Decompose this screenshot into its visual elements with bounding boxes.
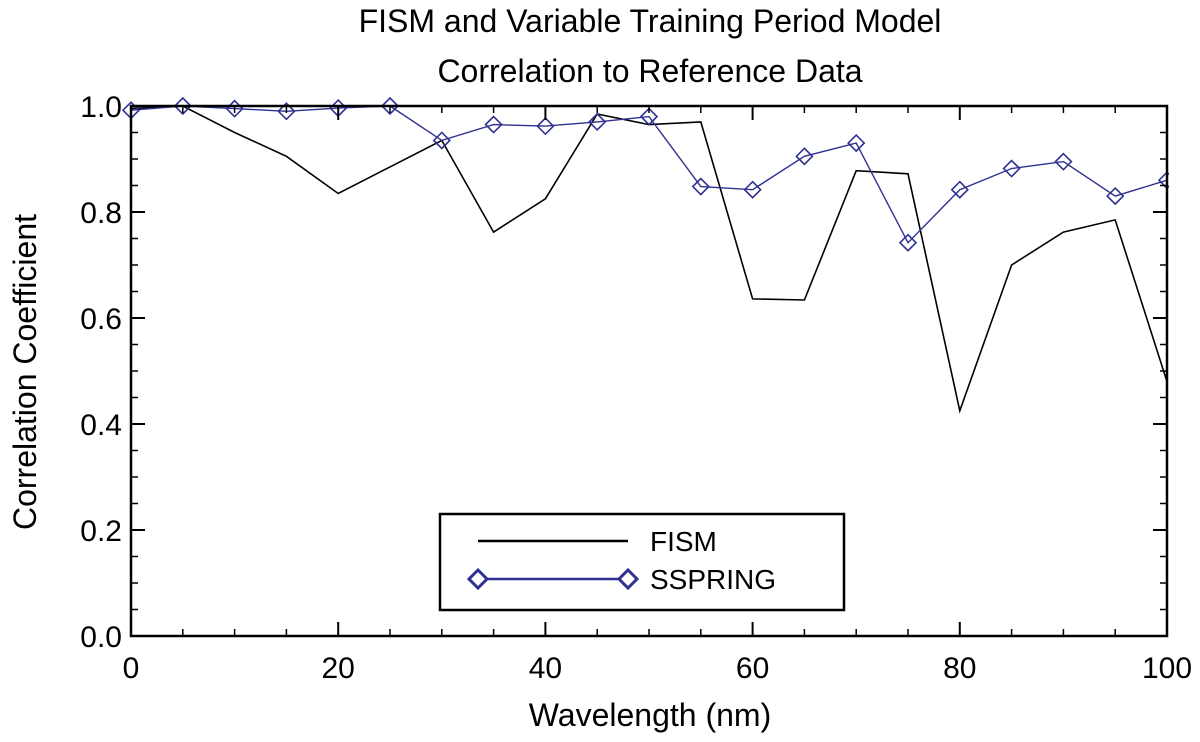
plot-area [121,96,1169,414]
data-point-sspring [173,96,192,116]
data-point-sspring [847,133,866,153]
data-point-sspring [536,117,555,136]
legend-diamond-marker [466,567,490,591]
chart-title: FISM and Variable Training Period Model [359,3,942,39]
y-axis-label: Correlation Coefficient [7,214,43,530]
data-point-sspring [898,233,918,252]
x-tick-label: 40 [529,652,562,685]
y-tick-label: 0.0 [80,621,122,654]
x-axis-label: Wavelength (nm) [529,697,771,733]
data-point-sspring [277,102,296,121]
legend: FISM SSPRING [438,512,846,612]
data-point-sspring [588,112,607,132]
x-tick-label: 0 [123,652,140,685]
data-point-sspring [743,180,762,199]
data-point-sspring [432,131,451,150]
data-point-sspring [1002,159,1021,178]
data-point-sspring [639,107,659,126]
x-axis: 0 20 40 60 80 100 [123,106,1192,685]
y-tick-label: 0.2 [80,515,122,548]
y-tick-label: 0.8 [80,197,122,230]
legend-sspring-line [466,567,640,591]
legend-sspring-label: SSPRING [650,564,776,595]
x-tick-label: 60 [736,652,769,685]
series-line-sspring [130,105,1168,244]
chart-subtitle: Correlation to Reference Data [437,53,862,89]
data-point-sspring [795,147,814,166]
data-point-sspring [950,180,969,199]
legend-fism-label: FISM [650,526,717,557]
y-tick-label: 0.6 [80,303,122,336]
series-line-fism [130,105,1168,414]
x-tick-label: 100 [1142,652,1192,685]
y-axis: 0.0 0.2 0.4 0.6 0.8 1.0 [80,91,1167,654]
x-tick-label: 20 [322,652,355,685]
data-point-sspring [484,115,503,134]
x-tick-label: 80 [943,652,976,685]
y-tick-label: 0.4 [80,409,122,442]
legend-box [438,512,846,612]
data-point-sspring [1106,186,1125,206]
data-point-sspring [1054,152,1073,171]
data-point-sspring [691,177,710,196]
legend-diamond-marker [616,567,640,591]
y-tick-label: 1.0 [80,91,122,124]
data-point-sspring [380,96,400,116]
